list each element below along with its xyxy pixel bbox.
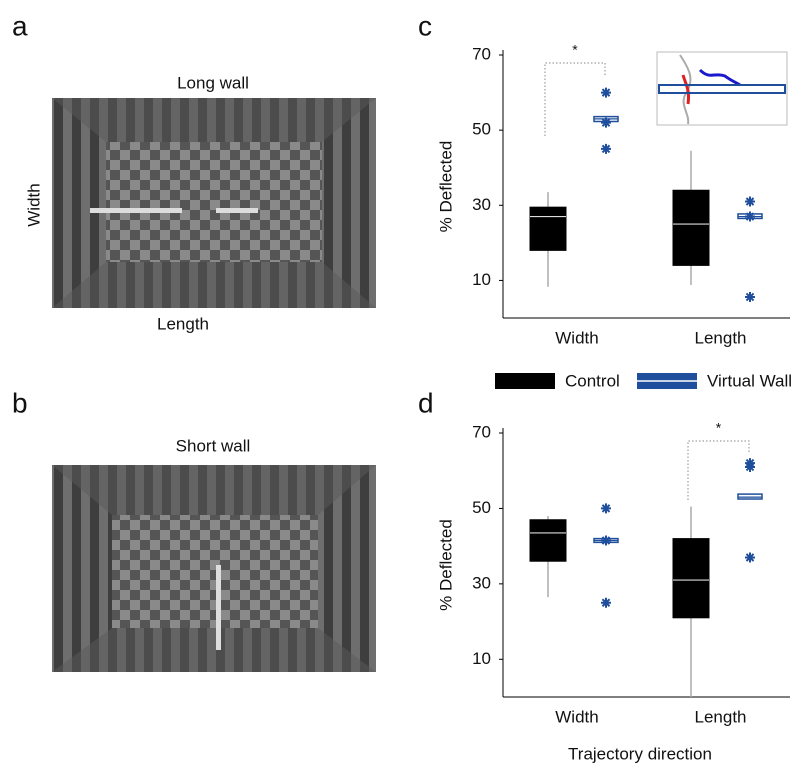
image-title: Short wall <box>176 436 251 455</box>
significance-mark: * <box>716 420 722 436</box>
panel-label: b <box>12 387 28 418</box>
outlier <box>601 87 611 98</box>
box <box>529 206 567 251</box>
box <box>529 519 567 562</box>
y-tick-label: 70 <box>472 422 491 441</box>
y-tick-label: 50 <box>472 498 491 517</box>
outlier <box>601 503 611 514</box>
box <box>672 538 710 619</box>
panel-label: c <box>418 10 432 41</box>
y-tick-label: 30 <box>472 573 491 592</box>
image-y-label: Width <box>24 183 43 226</box>
arena-image <box>52 465 376 672</box>
outlier <box>745 211 755 222</box>
outlier <box>745 461 755 472</box>
outlier <box>601 597 611 608</box>
legend-swatch <box>495 373 555 389</box>
legend-label: Virtual Wall <box>707 371 792 390</box>
panel-label: d <box>418 387 434 418</box>
significance-bracket <box>687 440 750 500</box>
x-tick-label: Width <box>555 328 598 347</box>
image-title: Long wall <box>177 73 249 92</box>
y-tick-label: 50 <box>472 120 491 139</box>
outlier <box>745 291 755 302</box>
outlier <box>601 117 611 128</box>
outlier <box>745 552 755 563</box>
y-axis-label: % Deflected <box>436 141 455 233</box>
legend-label: Control <box>565 371 620 390</box>
x-tick-label: Length <box>695 707 747 726</box>
significance-bracket <box>544 62 606 136</box>
y-tick-label: 70 <box>472 44 491 63</box>
outlier <box>745 196 755 207</box>
y-tick-label: 30 <box>472 195 491 214</box>
x-axis-label: Trajectory direction <box>568 744 712 763</box>
x-tick-label: Width <box>555 707 598 726</box>
image-x-label: Length <box>157 314 209 333</box>
box <box>672 189 710 266</box>
inset-diagram <box>656 51 788 126</box>
x-tick-label: Length <box>695 328 747 347</box>
outlier <box>601 143 611 154</box>
y-tick-label: 10 <box>472 649 491 668</box>
panel-label: a <box>12 10 28 41</box>
significance-mark: * <box>572 42 578 58</box>
outlier <box>601 535 611 546</box>
y-axis-label: % Deflected <box>436 519 455 611</box>
y-tick-label: 10 <box>472 270 491 289</box>
arena-image <box>52 98 376 308</box>
